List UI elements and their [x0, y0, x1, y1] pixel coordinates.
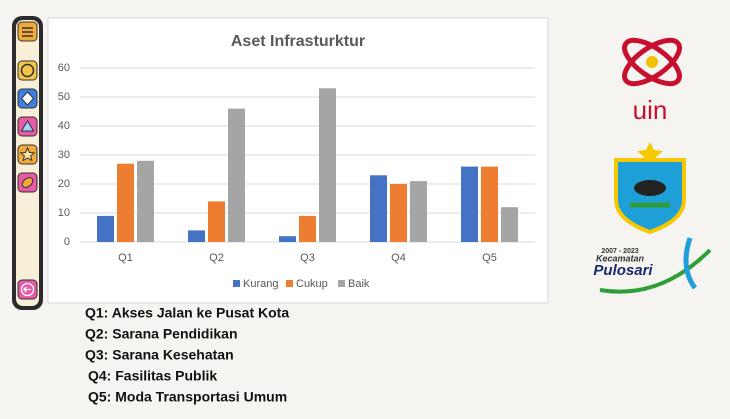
- triangle-icon: [20, 120, 35, 132]
- bar: [208, 201, 225, 242]
- uin-logo: uin: [622, 37, 682, 125]
- x-tick-label: Q4: [391, 252, 406, 264]
- chart: 0 10 20 30 40 50 60 Q1 Q2 Q3 Q4 Q5 Kurang Cukup Baik: [58, 62, 535, 290]
- legend-label: Cukup: [296, 278, 328, 290]
- legend-label: Baik: [348, 278, 370, 290]
- regency-logo: [614, 142, 686, 235]
- bar: [410, 181, 427, 242]
- back-icon: [20, 282, 35, 297]
- bar: [461, 166, 478, 242]
- logo-pulosari: Pulosari: [593, 262, 653, 279]
- chart-title: Aset Infrasturktur: [231, 33, 365, 50]
- uin-text: uin: [633, 95, 668, 125]
- legend-swatch: [286, 280, 293, 287]
- y-tick-label: 0: [64, 236, 70, 248]
- menu-icon: [22, 27, 33, 37]
- legend-swatch: [233, 280, 240, 287]
- bar: [97, 215, 114, 242]
- y-tick-label: 20: [58, 178, 70, 190]
- leaf-icon: [21, 177, 34, 188]
- bar: [481, 166, 498, 242]
- star-icon: [19, 146, 36, 162]
- bar: [117, 163, 134, 242]
- pulosari-logo: 2007 - 2023 Kecamatan Pulosari: [593, 237, 712, 294]
- bar: [228, 108, 245, 242]
- x-tick-label: Q3: [300, 252, 315, 264]
- note: Q3: Sarana Kesehatan: [85, 347, 234, 363]
- legend-label: Kurang: [243, 278, 278, 290]
- x-tick-label: Q5: [482, 252, 497, 264]
- bar: [137, 160, 154, 242]
- y-tick-label: 10: [58, 207, 70, 219]
- logo-kecamatan: Kecamatan: [596, 253, 645, 263]
- y-tick-label: 30: [58, 149, 70, 161]
- x-tick-label: Q1: [118, 252, 133, 264]
- note: Q4: Fasilitas Publik: [88, 368, 217, 384]
- back-arrow: [23, 286, 31, 293]
- y-tick-label: 50: [58, 91, 70, 103]
- x-tick-label: Q2: [209, 252, 224, 264]
- legend-swatch: [338, 280, 345, 287]
- note: Q5: Moda Transportasi Umum: [88, 389, 287, 405]
- bar: [390, 184, 407, 242]
- bar: [299, 215, 316, 242]
- bar: [319, 88, 336, 242]
- diamond-icon: [20, 91, 35, 106]
- bar: [370, 175, 387, 242]
- bar: [501, 207, 518, 242]
- bar: [279, 236, 296, 242]
- circle-icon: [20, 63, 35, 78]
- notes: Q1: Akses Jalan ke Pusat Kota Q2: Sarana …: [85, 305, 289, 405]
- y-tick-label: 40: [58, 120, 70, 132]
- y-tick-label: 60: [58, 62, 70, 74]
- note: Q1: Akses Jalan ke Pusat Kota: [85, 305, 289, 321]
- logo-years: 2007 - 2023: [601, 248, 638, 255]
- chart-frame: [47, 17, 549, 304]
- bar: [188, 230, 205, 242]
- note: Q2: Sarana Pendidikan: [85, 326, 238, 342]
